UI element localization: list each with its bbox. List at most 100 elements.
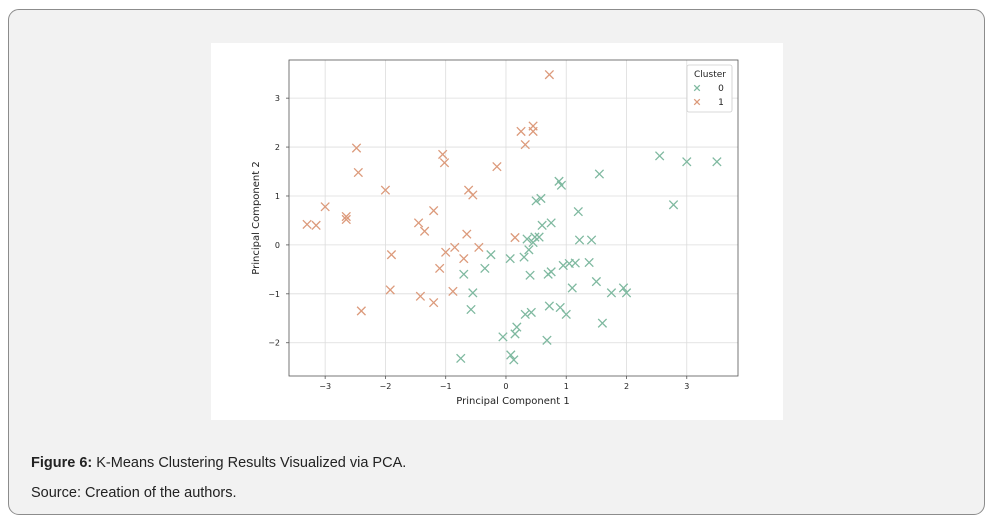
cluster-0-point (510, 329, 520, 339)
cluster-1-point (450, 242, 460, 253)
cluster-1-point (386, 250, 397, 260)
cluster-1-point (462, 229, 472, 239)
cluster-0-point (586, 235, 597, 245)
legend-marker-cluster-0 (693, 84, 701, 92)
cluster-0-point (466, 304, 476, 315)
y-tick-label: 0 (275, 241, 280, 250)
x-tick-label: 0 (503, 382, 508, 391)
legend-title: Cluster (694, 70, 726, 80)
cluster-0-point (536, 193, 546, 204)
cluster-0-point (456, 353, 466, 364)
cluster-0-point (668, 200, 679, 210)
cluster-1-point (353, 167, 363, 178)
cluster-0-point (558, 260, 568, 271)
y-tick-label: 1 (275, 192, 280, 201)
grid (289, 60, 738, 376)
cluster-1-point (439, 158, 450, 168)
cluster-0-point (542, 335, 552, 345)
cluster-0-point (486, 250, 496, 260)
cluster-0-point (519, 252, 529, 262)
cluster-0-point (712, 157, 722, 167)
legend-marker-cluster-1 (693, 98, 701, 106)
cluster-0-point (561, 309, 571, 320)
cluster-0-point (597, 318, 608, 328)
cluster-0-point (537, 220, 547, 230)
cluster-1-point (468, 190, 478, 200)
cluster-1-point (341, 211, 351, 222)
cluster-0-point (459, 269, 469, 279)
caption-label: Figure 6: (31, 455, 93, 471)
cluster-0-point (480, 263, 490, 274)
legend-label-cluster-0: 0 (718, 84, 724, 94)
cluster-0-point (544, 301, 555, 311)
x-tick-label: −2 (380, 382, 392, 391)
cluster-0-point (682, 157, 692, 167)
cluster-1-point (320, 202, 330, 212)
cluster-0-point (606, 288, 617, 298)
legend-entries: 01 (693, 84, 724, 108)
data-points (302, 70, 722, 365)
cluster-1-point (428, 297, 439, 308)
cluster-1-point (419, 226, 430, 236)
cluster-1-point (380, 185, 391, 195)
x-tick-label: 3 (684, 382, 689, 391)
cluster-1-point (302, 219, 312, 230)
cluster-0-point (498, 332, 508, 342)
cluster-1-point (520, 139, 530, 150)
figure-source: Source: Creation of the authors. (31, 485, 237, 501)
cluster-0-point (524, 245, 534, 255)
cluster-1-point (544, 70, 555, 80)
x-tick-label: 1 (564, 382, 569, 391)
y-tick-label: −1 (268, 290, 280, 299)
cluster-0-point (618, 283, 629, 293)
cluster-0-point (567, 283, 577, 293)
cluster-0-point (522, 234, 532, 244)
cluster-1-point (441, 247, 451, 257)
cluster-0-point (526, 307, 536, 318)
y-axis-label: Principal Component 2 (251, 161, 262, 274)
plot-frame (288, 59, 739, 377)
x-tick-label: 2 (624, 382, 629, 391)
cluster-1-point (474, 242, 484, 253)
figure-caption: Figure 6: K-Means Clustering Results Vis… (31, 455, 406, 471)
legend: Cluster 01 (686, 64, 733, 113)
cluster-1-point (492, 161, 502, 172)
cluster-1-point (385, 285, 395, 295)
x-tick-label: −3 (319, 382, 331, 391)
cluster-0-point (512, 322, 522, 332)
cluster-1-point (415, 291, 426, 301)
cluster-1-point (510, 232, 520, 243)
cluster-0-point (594, 169, 605, 179)
ticks: −3 −2 −1 0 1 2 3 −2 −1 0 1 2 3 (268, 94, 689, 391)
cluster-0-point (584, 257, 594, 268)
cluster-1-point (356, 306, 366, 316)
cluster-1-point (516, 126, 526, 137)
cluster-1-point (435, 263, 445, 274)
cluster-0-point (520, 309, 530, 320)
cluster-0-point (506, 350, 516, 360)
cluster-1-point (459, 253, 469, 264)
cluster-0-point (509, 355, 519, 365)
cluster-0-point (534, 232, 544, 242)
caption-text: K-Means Clustering Results Visualized vi… (92, 455, 407, 471)
cluster-1-point (428, 206, 439, 216)
cluster-0-point (556, 180, 567, 190)
cluster-0-point (654, 151, 665, 161)
cluster-0-point (546, 218, 556, 228)
cluster-0-point (591, 276, 602, 287)
cluster-0-point (621, 288, 632, 298)
y-tick-label: −2 (268, 339, 280, 348)
cluster-0-point (573, 206, 583, 217)
cluster-1-point (448, 286, 458, 297)
y-tick-label: 3 (275, 94, 280, 103)
y-tick-label: 2 (275, 143, 280, 152)
cluster-1-point (438, 149, 448, 160)
cluster-1-point (311, 220, 321, 230)
cluster-1-point (413, 218, 424, 228)
cluster-0-point (574, 235, 585, 245)
cluster-1-point (341, 214, 351, 225)
legend-label-cluster-1: 1 (718, 98, 724, 108)
cluster-1-point (528, 121, 538, 131)
cluster-0-point (546, 267, 556, 277)
